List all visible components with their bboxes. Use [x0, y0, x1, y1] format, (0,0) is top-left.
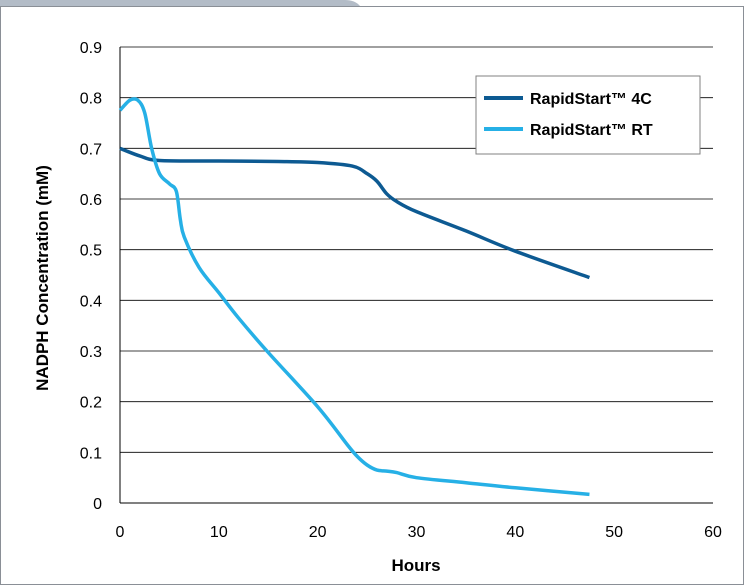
legend-frame: [475, 75, 701, 155]
x-tick-label: 0: [116, 524, 125, 541]
y-axis-title: NADPH Concentration (mM): [33, 165, 52, 391]
y-tick-label: 0.5: [80, 243, 102, 260]
x-tick-label: 40: [506, 524, 524, 541]
y-tick-label: 0.9: [80, 40, 102, 57]
y-tick-label: 0: [93, 496, 102, 513]
y-tick-label: 0.6: [80, 192, 102, 209]
x-tick-label: 50: [605, 524, 623, 541]
x-axis-title: Hours: [391, 556, 440, 575]
y-tick-label: 0.1: [80, 445, 102, 462]
labels-layer: 0 0.1 0.2 0.3 0.4 0.5 0.6 0.7 0.8 0.9 0 10 20 30 40 50 6…: [80, 40, 722, 541]
chart-border: [0, 6, 744, 585]
x-tick-label: 60: [704, 524, 722, 541]
x-tick-label: 30: [408, 524, 426, 541]
x-tick-label: 10: [210, 524, 228, 541]
y-tick-label: 0.3: [80, 344, 102, 361]
x-tick-label: 20: [309, 524, 327, 541]
series-layer: [118, 97, 591, 497]
legend: RapidStart™ 4C RapidStart™ RT: [475, 75, 701, 155]
axes-layer: [119, 47, 713, 504]
header-tab-shape: [0, 0, 360, 6]
series-line-rapidstart-4c: [119, 146, 591, 280]
y-tick-label: 0.7: [80, 141, 102, 158]
series-line-rapidstart-rt: [118, 97, 590, 497]
y-tick-label: 0.8: [80, 91, 102, 108]
y-tick-label: 0.4: [80, 293, 102, 310]
legend-label-rt: RapidStart™ RT: [530, 122, 653, 139]
legend-label-4c: RapidStart™ 4C: [530, 91, 652, 108]
y-tick-label: 0.2: [80, 395, 102, 412]
